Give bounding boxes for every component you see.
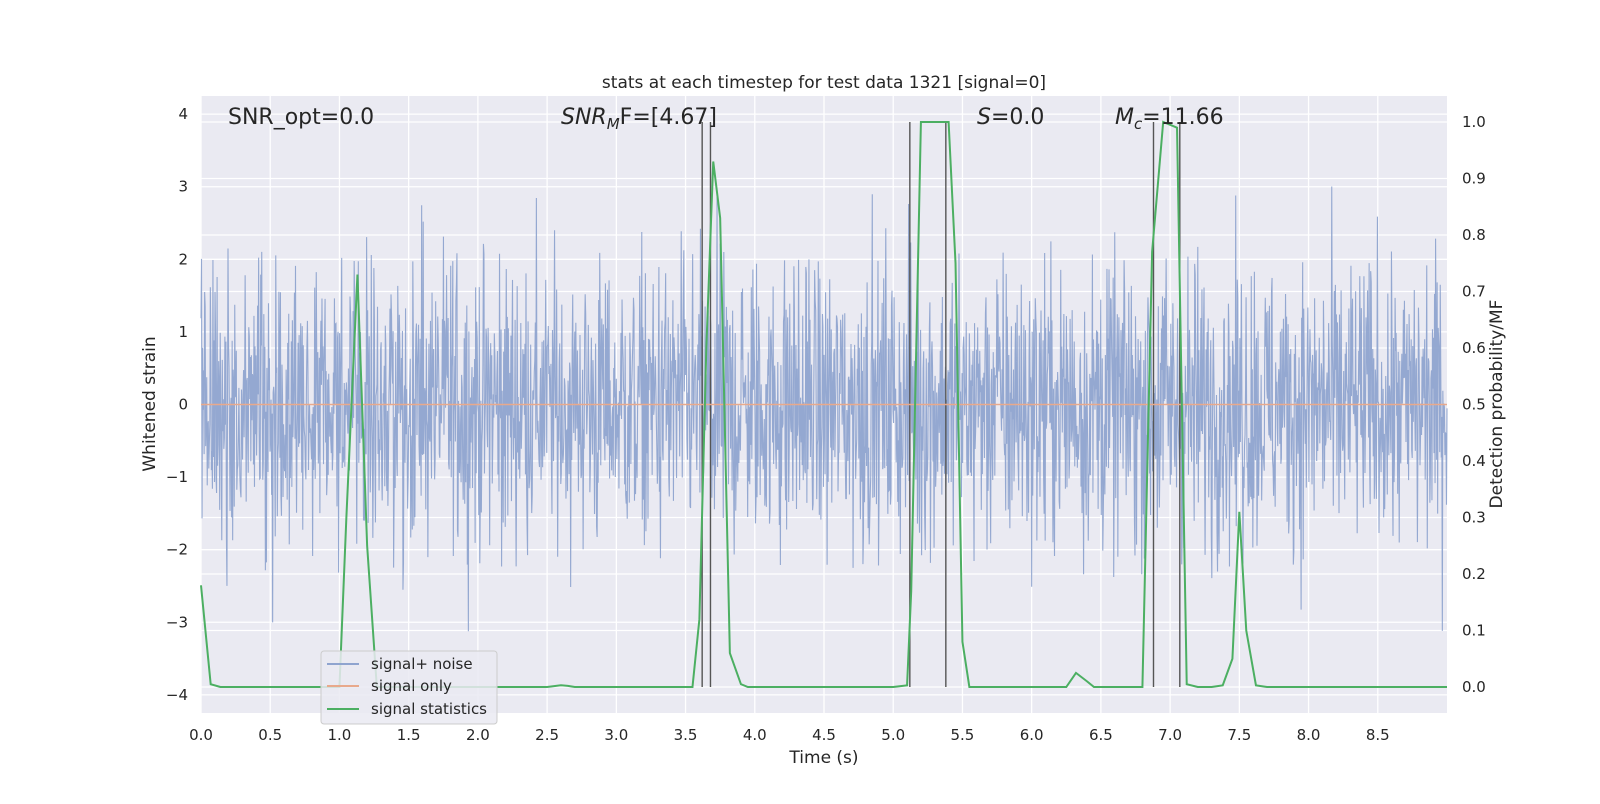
y-tick-label: −2 (166, 541, 188, 559)
x-tick-label: 2.5 (535, 726, 559, 744)
y2-tick-label: 0.2 (1462, 565, 1486, 583)
y2-axis-label: Detection probability/MF (1487, 300, 1507, 509)
y-tick-label: 2 (178, 250, 188, 268)
y2-tick-label: 0.9 (1462, 169, 1486, 187)
annotation-snr-opt: SNR_opt=0.0 (228, 105, 374, 130)
y-tick-label: 3 (178, 178, 188, 196)
legend-label-noise: signal+ noise (371, 655, 473, 673)
y-tick-label: −1 (166, 468, 188, 486)
x-tick-label: 7.5 (1227, 726, 1251, 744)
x-tick-label: 8.5 (1366, 726, 1390, 744)
x-tick-label: 4.0 (743, 726, 767, 744)
annotation-mc: Mc=11.66 (1115, 105, 1224, 133)
annotation-snr-mf-main: SNR (561, 105, 607, 130)
x-tick-label: 6.0 (1020, 726, 1044, 744)
y-tick-label: −4 (166, 686, 188, 704)
y-tick-label: −3 (166, 613, 188, 631)
legend: signal+ noise signal only signal statist… (320, 650, 498, 725)
x-tick-label: 0.0 (189, 726, 213, 744)
legend-label-signal-only: signal only (371, 677, 452, 695)
annotation-mc-sub: c (1134, 115, 1143, 133)
x-tick-label: 4.5 (812, 726, 836, 744)
y-axis-label: Whitened strain (140, 336, 160, 471)
x-tick-label: 1.5 (397, 726, 421, 744)
chart-title: stats at each timestep for test data 132… (602, 73, 1046, 93)
annotation-s: S=0.0 (977, 105, 1044, 130)
y2-tick-label: 0.6 (1462, 339, 1486, 357)
y2-tick-label: 0.8 (1462, 226, 1486, 244)
y2-tick-label: 0.4 (1462, 452, 1486, 470)
annotation-s-main: S (977, 105, 991, 130)
x-tick-label: 5.5 (951, 726, 975, 744)
annotation-mc-main: M (1115, 105, 1134, 130)
y2-tick-label: 0.5 (1462, 396, 1486, 414)
x-tick-label: 3.5 (674, 726, 698, 744)
x-tick-label: 7.0 (1158, 726, 1182, 744)
axis-ticks: 0.0 0.5 1.0 1.5 2.0 2.5 3.0 3.5 4.0 4.5 5.0 5.5 6.0 6… (166, 105, 1486, 744)
y-tick-label: 1 (178, 323, 188, 341)
x-tick-label: 1.0 (328, 726, 352, 744)
y2-tick-label: 0.7 (1462, 282, 1486, 300)
x-tick-label: 0.5 (258, 726, 282, 744)
annotation-mc-rest: =11.66 (1142, 105, 1223, 130)
x-tick-label: 6.5 (1089, 726, 1113, 744)
legend-box (320, 650, 498, 725)
x-tick-label: 2.0 (466, 726, 490, 744)
x-tick-label: 8.0 (1297, 726, 1321, 744)
annotation-snr-mf-sub: M (607, 115, 620, 133)
x-axis-label: Time (s) (788, 748, 858, 768)
x-tick-label: 3.0 (604, 726, 628, 744)
x-tick-label: 5.0 (881, 726, 905, 744)
y-tick-label: 4 (178, 105, 188, 123)
annotation-snr-mf: SNRMF=[4.67] (561, 105, 717, 133)
signal-statistics-line (200, 120, 1447, 689)
y-tick-label: 0 (178, 396, 188, 414)
annotation-s-rest: =0.0 (991, 105, 1044, 130)
noise-trace (200, 186, 1448, 632)
annotation-snr-mf-rest: F=[4.67] (620, 105, 717, 130)
y2-tick-label: 1.0 (1462, 113, 1486, 131)
y2-tick-label: 0.0 (1462, 678, 1486, 696)
legend-label-statistics: signal statistics (371, 700, 487, 718)
y2-tick-label: 0.3 (1462, 509, 1486, 527)
y2-tick-label: 0.1 (1462, 622, 1486, 640)
noise-series (200, 186, 1448, 632)
